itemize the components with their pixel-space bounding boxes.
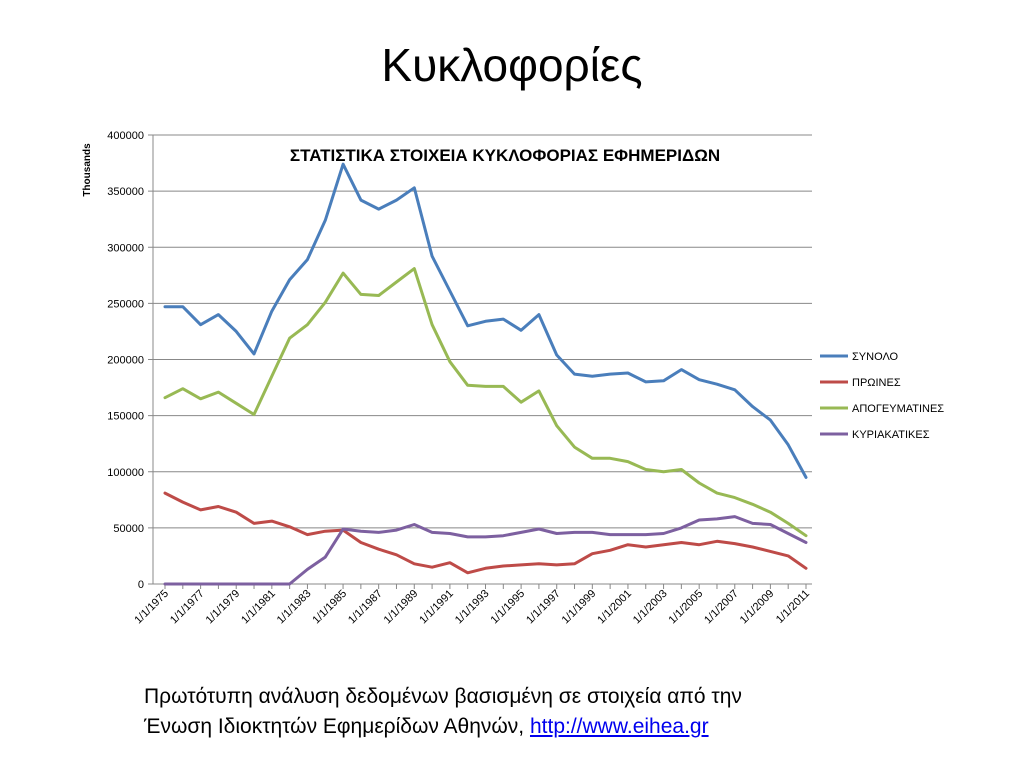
caption-line-2: Ένωση Ιδιοκτητών Εφημερίδων Αθηνών, — [144, 715, 530, 738]
y-tick-label: 350000 — [107, 186, 144, 198]
x-tick-label: 1/1/1985 — [310, 588, 349, 627]
x-tick-label: 1/1/1997 — [524, 588, 563, 627]
y-tick-label: 100000 — [107, 467, 144, 479]
x-tick-label: 1/1/1979 — [204, 588, 243, 627]
line-chart: 0 50000 100000 150000 200000 250000 300000 3500… — [82, 130, 944, 627]
x-tick-label: 1/1/1987 — [346, 588, 385, 627]
series-line — [163, 515, 808, 586]
y-axis-label: Thousands — [82, 143, 93, 197]
caption-line-1: Πρωτότυπη ανάλυση δεδομένων βασισμένη σε… — [144, 685, 742, 708]
x-tick-label: 1/1/1991 — [417, 588, 456, 627]
x-tick-label: 1/1/1989 — [382, 588, 421, 627]
legend-label: ΑΠΟΓΕΥΜΑΤΙΝΕΣ — [852, 403, 944, 415]
x-tick-label: 1/1/2003 — [631, 588, 670, 627]
y-tick-label: 200000 — [107, 355, 144, 367]
source-link[interactable]: http://www.eihea.gr — [529, 715, 709, 738]
y-tick-label: 50000 — [113, 523, 144, 535]
x-tick-label: 1/1/2009 — [738, 588, 777, 627]
y-tick-label: 150000 — [107, 411, 144, 423]
x-tick-label: 1/1/2005 — [667, 588, 706, 627]
x-tick-label: 1/1/1975 — [132, 588, 171, 627]
x-tick-label: 1/1/2001 — [595, 588, 634, 627]
series-line — [163, 491, 808, 575]
x-tick-label: 1/1/2007 — [702, 588, 741, 627]
x-tick-label: 1/1/1981 — [239, 588, 278, 627]
series-line — [163, 162, 808, 479]
x-tick-label: 1/1/1983 — [275, 588, 314, 627]
legend-label: ΚΥΡΙΑΚΑΤΙΚΕΣ — [852, 429, 930, 441]
legend-label: ΠΡΩΙΝΕΣ — [852, 377, 901, 389]
y-tick-label: 250000 — [107, 298, 144, 310]
x-tick-label: 1/1/2011 — [774, 588, 812, 626]
source-caption: Πρωτότυπη ανάλυση δεδομένων βασισμένη σε… — [144, 682, 904, 742]
legend-label: ΣΥΝΟΛΟ — [852, 351, 899, 363]
y-tick-label: 300000 — [107, 242, 144, 254]
slide-title: Κυκλοφορίες — [381, 39, 643, 91]
series-line — [163, 267, 808, 538]
x-tick-label: 1/1/1995 — [488, 588, 527, 627]
x-tick-label: 1/1/1999 — [560, 588, 599, 627]
chart-title: ΣΤΑΤΙΣΤΙΚΑ ΣΤΟΙΧΕΙΑ ΚΥΚΛΟΦΟΡΙΑΣ ΕΦΗΜΕΡΙΔ… — [290, 146, 720, 165]
y-tick-label: 0 — [138, 579, 144, 591]
x-tick-label: 1/1/1993 — [453, 588, 492, 627]
y-tick-label: 400000 — [107, 130, 144, 142]
x-tick-label: 1/1/1977 — [168, 588, 207, 627]
